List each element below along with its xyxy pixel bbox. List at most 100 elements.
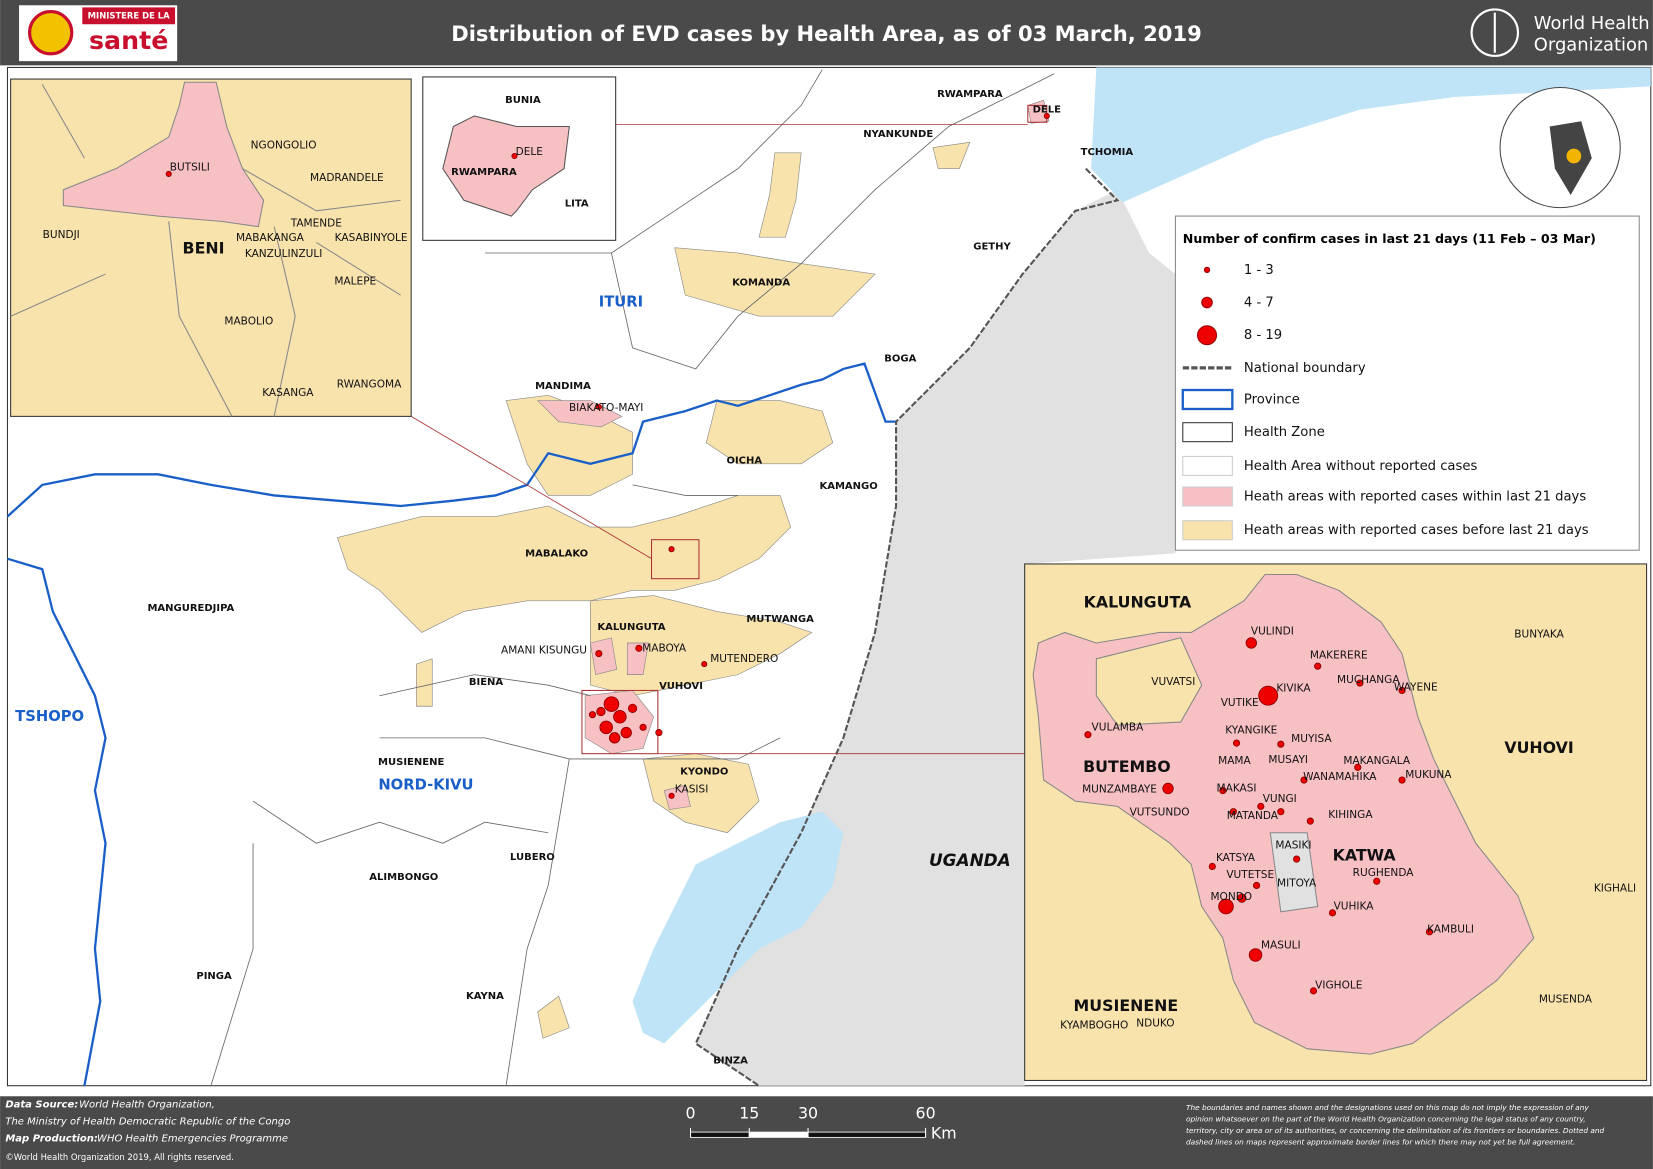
footer-label: Data Source: [5, 1100, 78, 1111]
place-label: MADRANDELE [310, 172, 384, 184]
case-dot [668, 546, 675, 553]
place-label: RWANGOMA [337, 379, 402, 391]
place-label: NYANKUNDE [863, 129, 933, 140]
place-label: ITURI [599, 294, 643, 311]
place-label: KATWA [1333, 845, 1397, 864]
case-dot [668, 792, 675, 799]
lake-albert [1091, 67, 1651, 203]
lake-edward [632, 811, 844, 1044]
place-label: KYANGIKE [1225, 724, 1277, 736]
disclaimer: The boundaries and names shown and the d… [1186, 1103, 1605, 1147]
case-dot [635, 644, 643, 652]
place-label: NGONGOLIO [251, 139, 317, 151]
area [932, 141, 971, 169]
place-label: KOMANDA [732, 277, 790, 288]
health-zones [210, 69, 1055, 1086]
area [758, 152, 802, 238]
area [674, 247, 876, 317]
place-label: BUNYAKA [1514, 629, 1564, 641]
place-label: BUTSILI [170, 162, 210, 174]
case-dot [1219, 786, 1227, 795]
footer-label: Map Production: [5, 1133, 98, 1144]
province-line [6, 362, 897, 518]
case-dot [1257, 802, 1265, 810]
case-dots [165, 112, 1434, 995]
scale-label: 0 [685, 1104, 695, 1123]
disclaimer-line: dashed lines on maps represent approxima… [1186, 1138, 1575, 1147]
legend-symbol [1181, 388, 1234, 411]
scale-label: 60 [916, 1104, 936, 1123]
header-band [0, 0, 1653, 66]
place-label: MANDIMA [535, 381, 591, 392]
place-label: VULINDI [1251, 625, 1294, 637]
legend-label: Health Area without reported cases [1244, 459, 1478, 474]
case-dot [1252, 881, 1261, 890]
legend-symbol [1182, 422, 1233, 443]
legend-symbol [1182, 455, 1233, 476]
inset-leader [410, 416, 652, 560]
case-dot [1162, 782, 1174, 795]
globe-drc [1566, 148, 1582, 164]
place-label: KIGHALI [1594, 883, 1636, 895]
place-label: MONDO [1210, 891, 1252, 903]
footer-text: The Ministry of Health Democratic Republ… [5, 1117, 290, 1128]
place-label: MUNZAMBAYE [1082, 784, 1157, 796]
inset-rwampara [422, 76, 617, 241]
area-boundaries [10, 84, 401, 417]
place-label: ALIMBONGO [369, 872, 438, 883]
province-boundaries [6, 362, 897, 1086]
case-dot [1300, 776, 1308, 784]
inset-butembo-labels: KALUNGUTA BUNYAKA VULINDI MAKERERE VUVATSI MU… [1060, 592, 1636, 1031]
place-label: VULAMBA [1092, 721, 1145, 733]
place-label: KIHINGA [1328, 809, 1373, 821]
place-label: MUCHANGA [1337, 674, 1400, 686]
place-label: BENI [183, 238, 225, 257]
legend-label: 4 - 7 [1244, 296, 1274, 311]
place-label: KASANGA [262, 387, 314, 399]
place-label: MUKUNA [1405, 769, 1452, 781]
main-map-labels: RWAMPARA DELE NYANKUNDE TCHOMIA GETHY ITURI KO… [15, 89, 1133, 1067]
place-label: TSHOPO [15, 708, 84, 725]
case-dot [603, 696, 620, 712]
place-label: BUNDJI [43, 229, 80, 241]
footer-text: World Health Organization, [79, 1100, 215, 1111]
place-label: KANZULINZULI [245, 248, 322, 260]
area [642, 753, 760, 834]
place-label: DELE [516, 146, 543, 158]
case-dot [1354, 763, 1362, 771]
place-label: BINZA [713, 1055, 748, 1066]
ministry-line: MINISTERE DE LA [88, 10, 170, 20]
legend-symbol [1203, 266, 1211, 274]
copyright: ©World Health Organization 2019, All rig… [5, 1152, 234, 1162]
disclaimer-line: The boundaries and names shown and the d… [1186, 1103, 1589, 1112]
legend-symbol [1197, 325, 1218, 346]
case-dot [1208, 862, 1216, 871]
scale-segment [807, 1131, 927, 1138]
case-dot [1248, 948, 1263, 962]
place-label: KYAMBOGHO [1060, 1020, 1128, 1032]
place-label: MUTWANGA [746, 614, 814, 625]
case-dot [639, 723, 647, 731]
place-label: VUTSUNDO [1130, 807, 1190, 819]
place-label: GETHY [973, 242, 1011, 253]
place-label: MABOYA [642, 642, 687, 654]
case-dot [1314, 662, 1322, 670]
legend-box [1174, 215, 1640, 551]
place-label: KAMBULI [1427, 924, 1474, 936]
legend-label: 8 - 19 [1244, 328, 1282, 343]
case-dot [1237, 893, 1247, 903]
place-label: VIGHOLE [1315, 980, 1362, 992]
place-label: VUVATSI [1151, 676, 1195, 688]
place-label: BOGA [884, 353, 916, 364]
area [537, 995, 570, 1039]
case-dot [1245, 637, 1257, 649]
inset-beni [10, 78, 412, 417]
place-label: NDUKO [1136, 1018, 1174, 1030]
place-label: AMANI KISUNGU [501, 644, 587, 656]
who-name: Organization [1534, 34, 1648, 55]
place-label: DELE [1033, 105, 1062, 116]
place-label: TAMENDE [290, 217, 342, 229]
place-label: MAKERERE [1310, 650, 1368, 662]
inset-beni-labels: NGONGOLIO MADRANDELE BUTSILI BUNDJI TAMENDE M… [43, 139, 408, 399]
